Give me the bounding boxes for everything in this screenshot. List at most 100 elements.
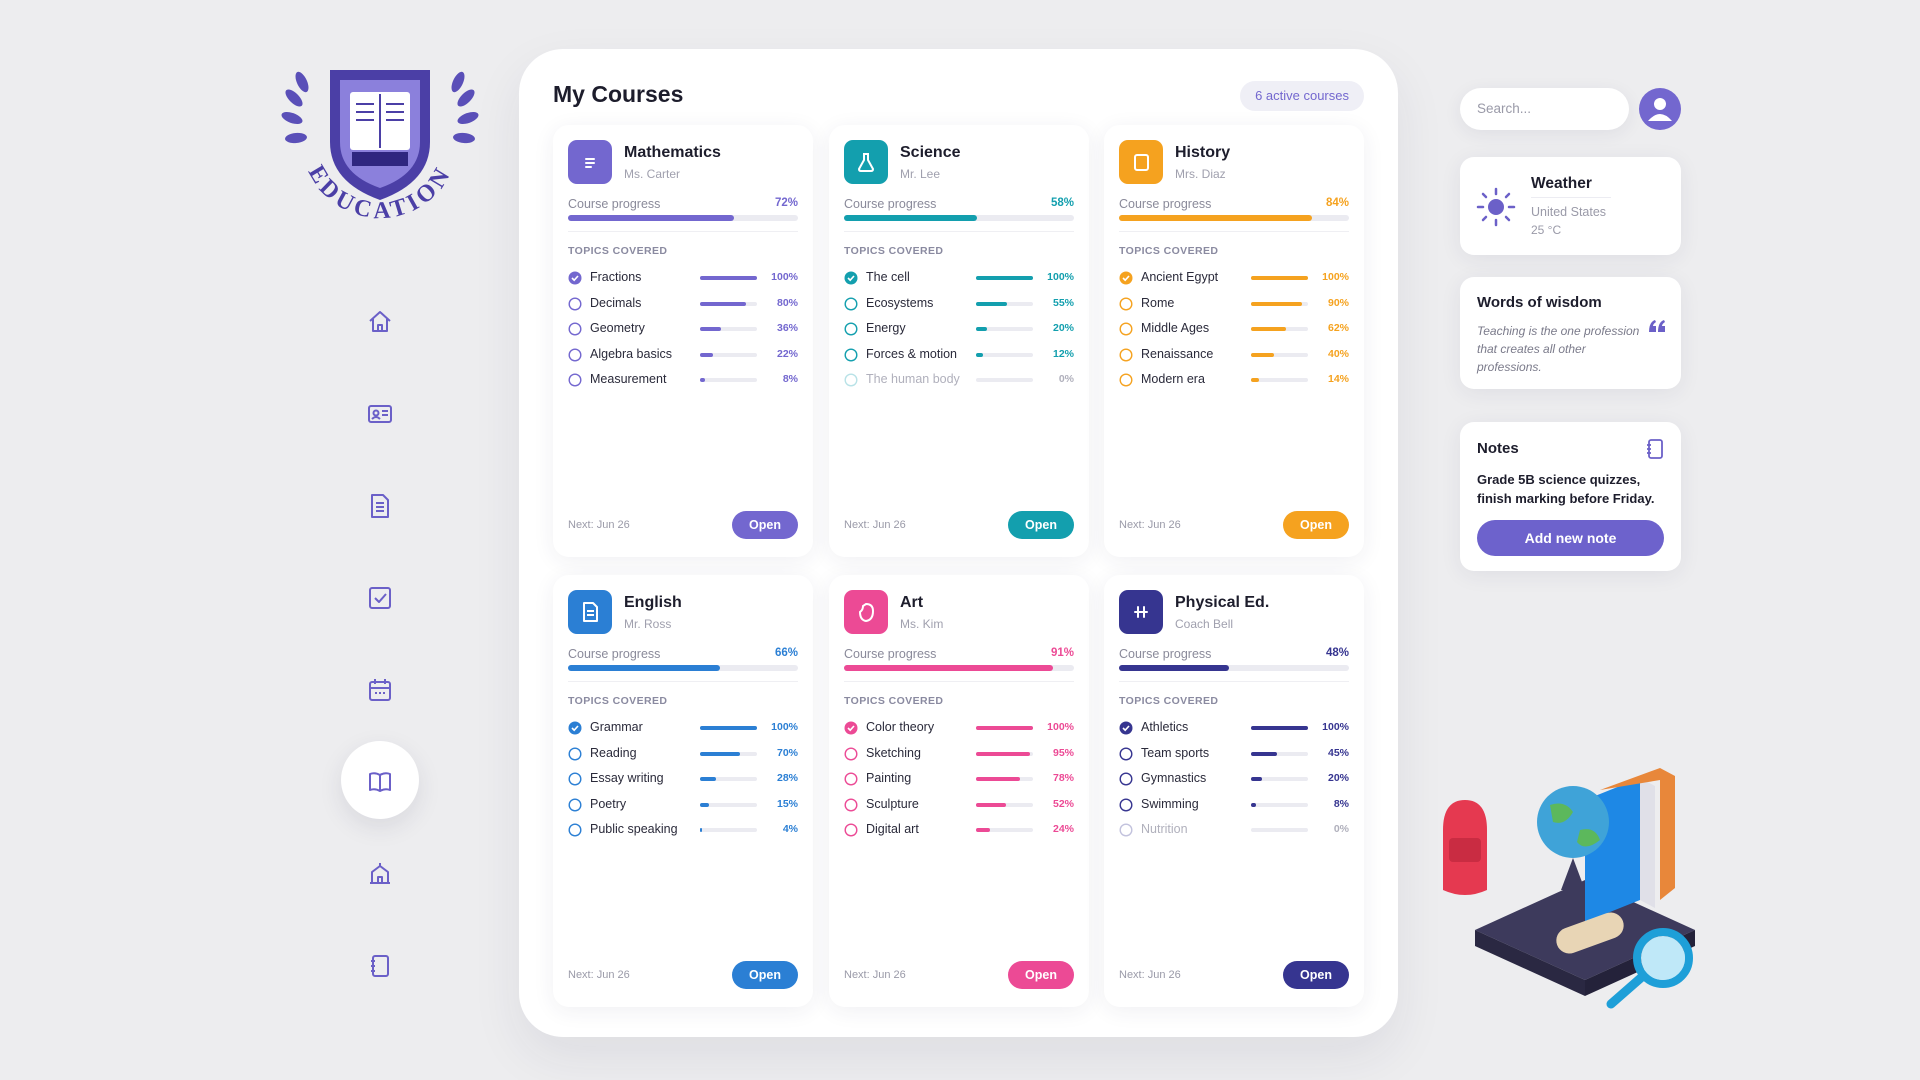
progress-label: Course progress	[568, 197, 661, 211]
open-button[interactable]: Open	[1008, 961, 1074, 989]
course-icon-glyph	[1134, 154, 1149, 171]
topic-bar	[976, 352, 983, 357]
check-empty	[1119, 322, 1133, 336]
topic-checkbox[interactable]	[844, 746, 858, 761]
check-empty	[568, 797, 582, 812]
topic-checkbox[interactable]	[568, 797, 582, 812]
progress-track	[568, 665, 798, 671]
topic-checkbox[interactable]	[844, 823, 858, 837]
topic-checkbox[interactable]	[844, 373, 858, 387]
topic-checkbox[interactable]	[1119, 347, 1133, 362]
course-name: Mathematics	[624, 144, 721, 161]
topic-checkbox[interactable]	[844, 271, 858, 285]
next-date: Next: Jun 26	[568, 969, 630, 981]
topic-name: Ecosystems	[866, 295, 934, 310]
course-name: Physical Ed.	[1175, 594, 1270, 611]
topic-checkbox[interactable]	[844, 721, 858, 735]
topic-bar	[976, 802, 1006, 807]
topic-checkbox[interactable]	[1119, 721, 1133, 735]
topic-name: Ancient Egypt	[1141, 270, 1219, 284]
topic-checkbox[interactable]	[568, 322, 582, 336]
check-filled	[844, 271, 858, 285]
topic-percent: 52%	[1052, 797, 1074, 810]
topic-checkbox[interactable]	[1119, 772, 1133, 786]
topic-bar	[700, 301, 746, 306]
topic-checkbox[interactable]	[844, 296, 858, 311]
topic-checkbox[interactable]	[568, 271, 582, 285]
topic-checkbox[interactable]	[568, 347, 582, 362]
nav-tasks[interactable]	[369, 587, 391, 609]
check-empty	[844, 772, 858, 786]
progress-track	[844, 665, 1074, 671]
topic-name: Painting	[866, 771, 912, 785]
topic-bar	[1251, 802, 1256, 807]
topic-checkbox[interactable]	[844, 797, 858, 812]
open-button[interactable]: Open	[1008, 511, 1074, 539]
progress-label: Course progress	[844, 197, 937, 211]
progress-percent: 91%	[1050, 647, 1074, 659]
progress-bar	[568, 215, 734, 221]
topic-checkbox[interactable]	[1119, 322, 1133, 336]
check-empty	[568, 296, 582, 311]
nav-notebook[interactable]	[371, 955, 389, 977]
topic-track	[976, 828, 1033, 832]
topic-checkbox[interactable]	[844, 322, 858, 336]
nav-documents[interactable]	[371, 494, 389, 518]
nav-courses[interactable]	[369, 772, 391, 792]
topic-checkbox[interactable]	[568, 823, 582, 837]
topic-name: The human body	[866, 372, 960, 386]
topic-checkbox[interactable]	[1119, 271, 1133, 285]
topic-checkbox[interactable]	[1119, 296, 1133, 311]
topic-track	[700, 726, 757, 730]
topic-checkbox[interactable]	[568, 746, 582, 761]
topic-track	[1251, 378, 1308, 382]
notes-text: Grade 5B science quizzes, finish marking…	[1477, 472, 1655, 506]
topic-bar	[976, 726, 1033, 730]
check-empty	[844, 373, 858, 387]
topic-checkbox[interactable]	[844, 347, 858, 362]
course-name: English	[624, 594, 682, 611]
topic-checkbox[interactable]	[568, 721, 582, 735]
topic-checkbox[interactable]	[844, 772, 858, 786]
topic-checkbox[interactable]	[568, 772, 582, 786]
nav-school[interactable]	[370, 863, 390, 884]
progress-percent: 66%	[774, 647, 798, 659]
topic-bar	[700, 276, 757, 280]
topic-track	[700, 327, 757, 331]
progress-label: Course progress	[844, 647, 937, 661]
nav-profile[interactable]	[368, 405, 392, 423]
open-button[interactable]: Open	[1283, 511, 1349, 539]
topic-name: Team sports	[1141, 745, 1210, 760]
open-button[interactable]: Open	[732, 961, 798, 989]
progress-bar	[1119, 665, 1230, 671]
notes-card: Notes Grade 5B science quizzes, finish m…	[1460, 422, 1681, 571]
avatar[interactable]	[1639, 88, 1681, 130]
topic-checkbox[interactable]	[1119, 746, 1133, 761]
topic-percent: 40%	[1327, 347, 1349, 360]
card-divider	[568, 231, 798, 232]
progress-track	[1119, 215, 1349, 221]
topic-checkbox[interactable]	[1119, 797, 1133, 812]
topic-percent: 55%	[1052, 296, 1074, 309]
check-filled	[1119, 271, 1133, 285]
nav-calendar[interactable]	[369, 679, 391, 701]
topic-bar	[700, 751, 740, 756]
add-note-button[interactable]: Add new note	[1477, 520, 1664, 556]
course-teacher: Mr. Lee	[900, 167, 941, 181]
course-card: Art Ms. Kim Course progress 91% TOPICS COVER…	[829, 575, 1089, 1007]
nav-home[interactable]	[369, 311, 391, 332]
course-teacher: Mrs. Diaz	[1175, 167, 1226, 181]
topic-bar	[700, 802, 709, 807]
topic-name: Forces & motion	[866, 346, 958, 361]
check-empty	[1119, 823, 1133, 837]
course-teacher: Ms. Carter	[624, 167, 681, 181]
topic-checkbox[interactable]	[1119, 823, 1133, 837]
topic-checkbox[interactable]	[568, 296, 582, 311]
topic-name: The cell	[866, 270, 910, 284]
open-button[interactable]: Open	[1283, 961, 1349, 989]
course-icon-glyph	[858, 153, 874, 172]
search-box[interactable]: Search...	[1460, 88, 1629, 130]
open-button[interactable]: Open	[732, 511, 798, 539]
topic-checkbox[interactable]	[1119, 373, 1133, 387]
topic-checkbox[interactable]	[568, 373, 582, 387]
